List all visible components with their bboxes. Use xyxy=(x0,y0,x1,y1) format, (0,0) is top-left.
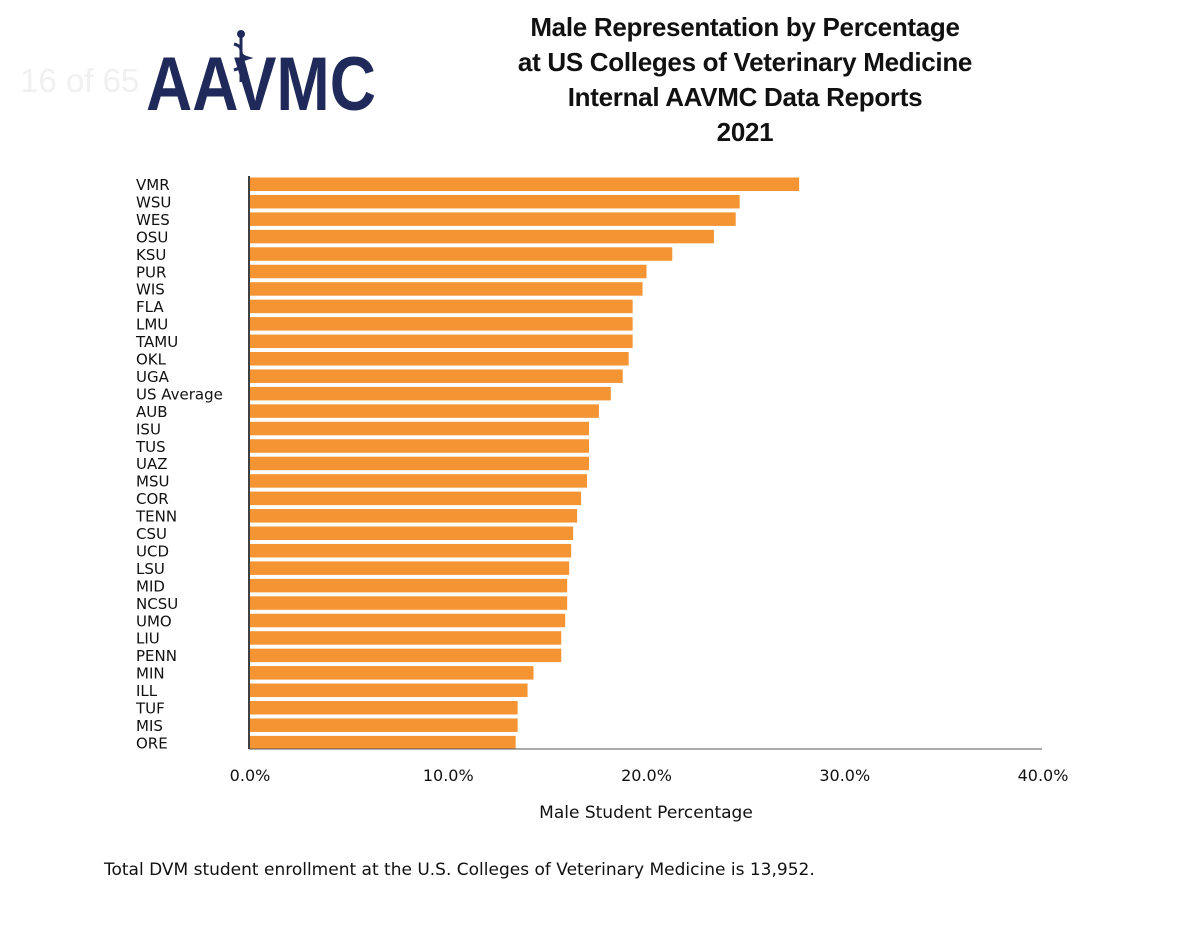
category-label: WIS xyxy=(136,281,165,299)
bar-mis xyxy=(250,718,518,732)
bar-penn xyxy=(250,648,562,663)
x-tick-label: 40.0% xyxy=(1018,766,1069,785)
category-label: OSU xyxy=(136,228,168,246)
chart-title: Male Representation by Percentage at US … xyxy=(420,10,1070,150)
bar-tuf xyxy=(250,701,518,715)
bar-us-average xyxy=(250,386,611,401)
category-label: VMR xyxy=(136,176,170,194)
bar-okl xyxy=(250,352,629,366)
x-tick-label: 0.0% xyxy=(230,766,271,785)
bar-uaz xyxy=(250,456,590,471)
category-label: OKL xyxy=(136,351,167,369)
category-label: LIU xyxy=(136,630,160,648)
bar-tenn xyxy=(250,509,578,523)
category-label: TUS xyxy=(135,438,166,456)
x-tick-label: 10.0% xyxy=(423,766,474,785)
bar-lmu xyxy=(250,317,633,331)
category-label: US Average xyxy=(136,385,223,403)
bar-ore xyxy=(250,735,516,750)
category-label: MIN xyxy=(136,665,165,683)
x-axis-label: Male Student Percentage xyxy=(539,803,753,823)
bar-csu xyxy=(250,526,574,540)
bar-uga xyxy=(250,369,623,383)
bar-min xyxy=(250,666,534,680)
category-label: COR xyxy=(136,490,169,508)
bar-liu xyxy=(250,631,562,645)
bar-msu xyxy=(250,474,588,488)
category-label: PUR xyxy=(136,263,166,281)
aavmc-logo: AAVMC xyxy=(146,30,376,120)
bar-pur xyxy=(250,264,647,279)
x-tick-label: 20.0% xyxy=(621,766,672,785)
x-tick-label: 30.0% xyxy=(819,766,870,785)
bar-ill xyxy=(250,683,528,698)
bar-vmr xyxy=(250,177,800,191)
category-label: UAZ xyxy=(136,455,168,473)
category-labels: VMRWSUWESOSUKSUPURWISFLALMUTAMUOKLUGAUS … xyxy=(135,176,223,752)
bar-lsu xyxy=(250,561,570,575)
category-label: WSU xyxy=(136,193,171,211)
bar-wes xyxy=(250,212,736,226)
bars-group xyxy=(250,177,800,750)
bar-isu xyxy=(250,421,590,436)
category-label: KSU xyxy=(136,246,166,264)
category-label: LMU xyxy=(136,316,168,334)
x-tick-labels: 0.0% 10.0% 20.0% 30.0% 40.0% xyxy=(230,766,1069,785)
logo-text: AAVMC xyxy=(146,42,376,120)
category-label: ORE xyxy=(136,734,168,752)
bar-ksu xyxy=(250,247,673,261)
category-label: FLA xyxy=(136,298,164,316)
page-counter: 16 of 65 xyxy=(20,62,140,99)
category-label: AUB xyxy=(136,403,168,421)
category-label: CSU xyxy=(136,525,167,543)
category-label: TAMU xyxy=(135,333,178,351)
bar-aub xyxy=(250,404,599,418)
category-label: MID xyxy=(136,577,165,595)
title-line-3: Internal AAVMC Data Reports xyxy=(567,82,923,112)
category-label: ISU xyxy=(136,420,161,438)
category-label: UGA xyxy=(136,368,170,386)
category-label: MSU xyxy=(136,473,169,491)
footnote: Total DVM student enrollment at the U.S.… xyxy=(104,860,815,880)
category-label: WES xyxy=(136,211,170,229)
bar-tus xyxy=(250,439,590,453)
title-line-4: 2021 xyxy=(716,117,774,147)
bar-tamu xyxy=(250,334,633,349)
bar-osu xyxy=(250,229,714,244)
bar-ncsu xyxy=(250,596,568,610)
category-label: PENN xyxy=(136,647,177,665)
category-label: TENN xyxy=(135,508,177,526)
bar-cor xyxy=(250,491,582,506)
category-label: ILL xyxy=(136,682,158,700)
category-label: LSU xyxy=(136,560,165,578)
bar-ucd xyxy=(250,543,572,558)
title-line-2: at US Colleges of Veterinary Medicine xyxy=(517,47,973,77)
bar-fla xyxy=(250,299,633,314)
category-label: UMO xyxy=(136,612,172,630)
category-label: NCSU xyxy=(136,595,178,613)
bar-umo xyxy=(250,613,566,628)
caduceus-icon xyxy=(233,30,254,82)
bar-mid xyxy=(250,578,568,593)
category-label: TUF xyxy=(135,700,165,718)
title-line-1: Male Representation by Percentage xyxy=(530,12,960,42)
category-label: MIS xyxy=(136,717,163,735)
bar-wsu xyxy=(250,194,740,209)
category-label: UCD xyxy=(136,542,169,560)
bar-wis xyxy=(250,282,643,296)
